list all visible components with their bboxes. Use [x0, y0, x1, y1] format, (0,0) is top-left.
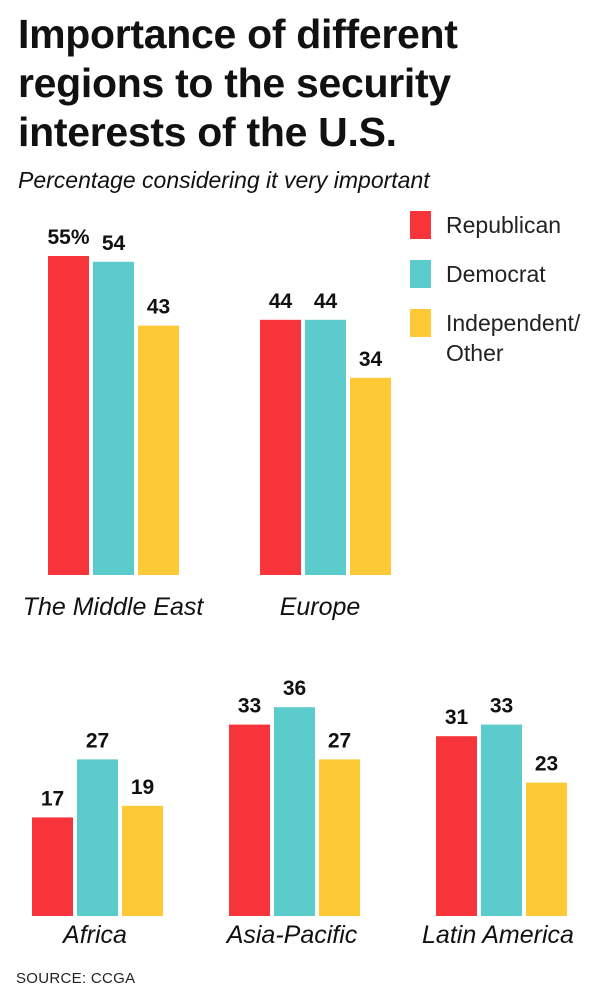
legend-label-independent-line1: Independent/	[446, 310, 581, 336]
title-line-3: interests of the U.S.	[18, 109, 397, 155]
bar-asia-pacific-independent-other	[319, 759, 360, 916]
value-label-africa-republican: 17	[41, 787, 64, 810]
bar-africa-independent-other	[122, 805, 163, 916]
legend-swatch-independent	[410, 309, 431, 337]
value-label-asia-pacific-democrat: 36	[283, 677, 306, 700]
bar-the-middle-east-independent-other	[138, 325, 179, 575]
bar-africa-democrat	[77, 759, 118, 916]
legend-label-independent-line2: Other	[446, 340, 504, 366]
legend-label-republican: Republican	[446, 212, 562, 238]
bar-latin-america-independent-other	[526, 782, 567, 916]
bar-asia-pacific-republican	[229, 724, 270, 916]
value-label-africa-democrat: 27	[86, 729, 109, 752]
category-label-the-middle-east: The Middle East	[23, 593, 205, 621]
bar-the-middle-east-democrat	[93, 261, 134, 575]
category-label-asia-pacific: Asia-Pacific	[225, 921, 358, 949]
bar-latin-america-republican	[436, 736, 477, 916]
value-label-asia-pacific-independent-other: 27	[328, 729, 351, 752]
category-label-europe: Europe	[280, 593, 361, 621]
source-note: SOURCE: CCGA	[16, 970, 136, 987]
category-label-africa: Africa	[61, 921, 127, 949]
legend-swatch-democrat	[410, 260, 431, 288]
bar-africa-republican	[32, 817, 73, 916]
bar-europe-republican	[260, 319, 301, 575]
bar-asia-pacific-democrat	[274, 707, 315, 916]
value-label-africa-independent-other: 19	[131, 776, 154, 799]
bar-europe-democrat	[305, 319, 346, 575]
value-label-latin-america-republican: 31	[445, 706, 469, 729]
value-label-latin-america-independent-other: 23	[535, 753, 558, 776]
value-label-europe-democrat: 44	[314, 290, 338, 313]
bar-europe-independent-other	[350, 377, 391, 575]
value-label-the-middle-east-independent-other: 43	[147, 296, 170, 319]
bar-the-middle-east-republican	[48, 256, 89, 575]
value-label-latin-america-democrat: 33	[490, 695, 513, 718]
title-line-2: regions to the security	[18, 60, 451, 106]
category-label-latin-america: Latin America	[422, 921, 574, 949]
legend-swatch-republican	[410, 211, 431, 239]
value-label-europe-independent-other: 34	[359, 348, 383, 371]
chart-title: Importance of different regions to the s…	[18, 10, 588, 157]
bar-latin-america-democrat	[481, 724, 522, 916]
legend-label-democrat: Democrat	[446, 261, 546, 287]
value-label-the-middle-east-democrat: 54	[102, 232, 126, 255]
value-label-europe-republican: 44	[269, 290, 293, 313]
value-label-the-middle-east-republican: 55%	[47, 226, 89, 249]
chart-subtitle: Percentage considering it very important	[18, 167, 430, 193]
title-line-1: Importance of different	[18, 11, 458, 57]
value-label-asia-pacific-republican: 33	[238, 695, 261, 718]
